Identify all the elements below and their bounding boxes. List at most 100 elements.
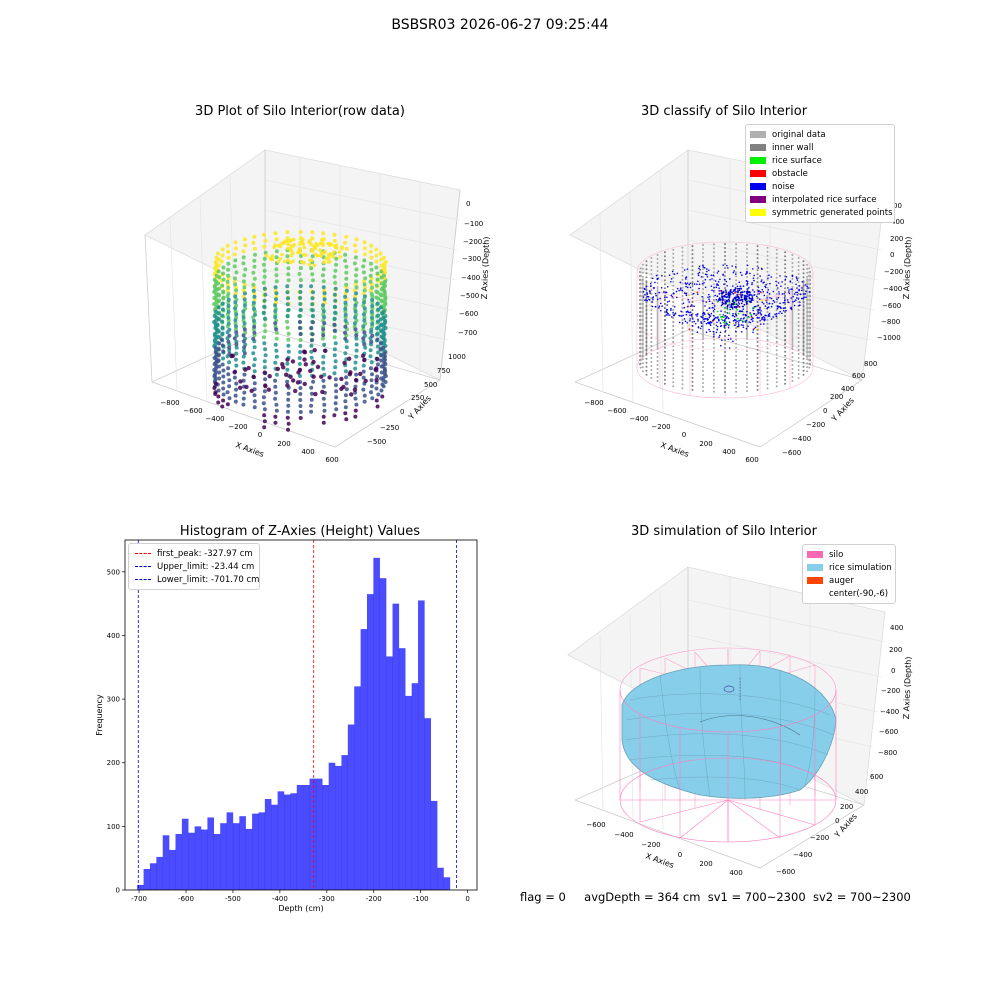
data-point	[719, 322, 722, 324]
data-point	[766, 359, 769, 362]
data-point	[656, 317, 659, 320]
data-point	[808, 315, 811, 318]
z-tick-label: −400	[461, 274, 480, 282]
data-point	[225, 390, 230, 395]
data-point	[252, 246, 257, 251]
data-point	[741, 294, 744, 296]
data-point	[691, 344, 694, 347]
data-point	[639, 271, 642, 274]
data-point	[783, 293, 785, 295]
x-tick-label: 0	[465, 895, 469, 903]
data-point	[656, 352, 659, 355]
data-point	[645, 276, 648, 279]
histogram-bar	[175, 834, 183, 890]
data-point	[370, 285, 375, 290]
data-point	[216, 305, 221, 310]
data-point	[716, 300, 719, 303]
data-point	[709, 278, 711, 281]
data-point	[723, 324, 726, 327]
y-tick-label: 1000	[448, 353, 466, 361]
data-point	[362, 294, 367, 299]
data-point	[656, 376, 659, 379]
panel1-x-ticks: −800 −600 −400 −200 0 200 400 600	[160, 399, 338, 464]
data-point	[275, 366, 280, 372]
rice-surface	[621, 664, 837, 799]
data-point	[799, 293, 802, 296]
data-point	[720, 304, 723, 307]
data-point	[343, 258, 348, 263]
data-point	[722, 319, 724, 322]
data-point	[753, 306, 756, 309]
data-point	[702, 307, 705, 310]
data-point	[278, 256, 283, 261]
data-point	[353, 309, 358, 314]
data-point	[672, 336, 675, 339]
data-point	[226, 291, 231, 296]
data-point	[735, 299, 738, 302]
x-tick-label: 400	[729, 869, 742, 877]
data-point	[779, 275, 781, 277]
data-point	[797, 365, 800, 367]
data-point	[766, 322, 769, 325]
data-point	[806, 351, 809, 354]
data-point	[762, 290, 765, 293]
data-point	[213, 345, 218, 350]
data-point	[775, 357, 778, 360]
data-point	[310, 320, 315, 325]
data-point	[639, 331, 642, 334]
data-point	[216, 317, 221, 322]
legend-swatch	[750, 209, 766, 216]
data-point	[802, 328, 805, 331]
data-point	[233, 282, 238, 287]
data-point	[806, 314, 809, 317]
data-point	[221, 277, 226, 282]
data-point	[274, 372, 279, 377]
data-point	[745, 334, 748, 337]
y-tick-label: 400	[841, 385, 854, 393]
data-point	[735, 374, 738, 377]
data-point	[802, 301, 805, 304]
data-point	[702, 323, 705, 326]
data-point	[764, 307, 766, 310]
data-point	[672, 332, 675, 335]
data-point	[717, 280, 720, 283]
data-point	[656, 296, 659, 299]
data-point	[723, 278, 726, 281]
data-point	[745, 354, 748, 357]
data-point	[663, 354, 666, 357]
data-point	[789, 280, 792, 282]
data-point	[656, 344, 659, 347]
data-point	[639, 283, 642, 286]
data-point	[766, 254, 769, 257]
data-point	[225, 279, 230, 284]
data-point	[307, 262, 312, 267]
data-point	[806, 354, 809, 357]
data-point	[252, 381, 257, 386]
data-point	[689, 318, 691, 320]
data-point	[376, 392, 381, 397]
legend-item: rice simulation	[807, 561, 892, 574]
data-point	[791, 360, 794, 363]
data-point	[659, 297, 661, 300]
data-point	[776, 307, 779, 310]
data-point	[691, 285, 694, 288]
y-tick-label: 0	[835, 817, 839, 825]
panel4-xlabel: X Axies	[644, 851, 675, 870]
data-point	[310, 254, 315, 259]
data-point	[683, 269, 686, 271]
data-point	[753, 279, 755, 282]
data-point	[370, 297, 375, 302]
data-point	[716, 272, 719, 274]
data-point	[791, 316, 794, 319]
data-point	[689, 286, 692, 289]
data-point	[738, 289, 741, 292]
data-point	[784, 350, 787, 353]
data-point	[709, 323, 711, 325]
z-tick-label: −400	[883, 285, 902, 293]
data-point	[745, 331, 748, 334]
data-point	[285, 290, 290, 295]
data-point	[806, 343, 809, 346]
data-point	[343, 294, 348, 299]
data-point	[343, 324, 348, 329]
data-point	[639, 319, 642, 322]
